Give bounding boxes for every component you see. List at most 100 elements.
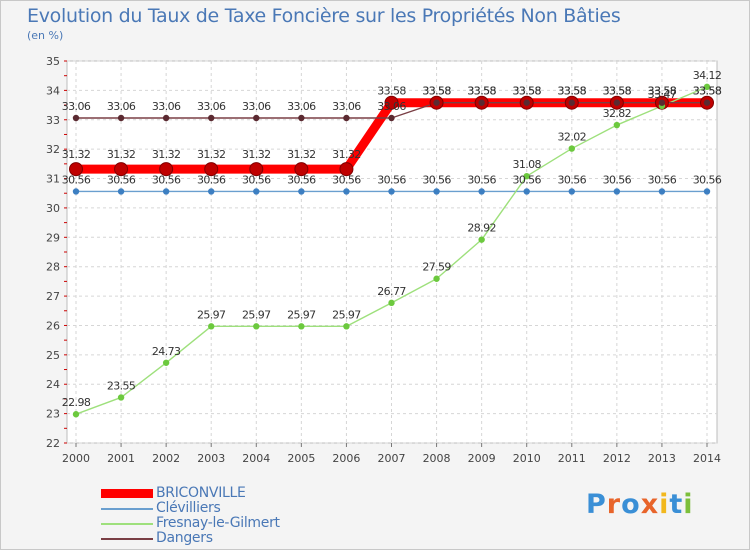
chart-title: Evolution du Taux de Taxe Foncière sur l…	[27, 5, 621, 27]
data-label: 28.92	[467, 222, 496, 235]
data-point	[253, 323, 260, 330]
data-label: 32.82	[603, 107, 632, 120]
legend-swatch	[101, 489, 153, 498]
data-label: 31.32	[242, 148, 271, 161]
data-label: 33.06	[107, 100, 136, 113]
data-label: 30.56	[512, 173, 541, 186]
data-point	[384, 95, 399, 110]
x-tick-label: 2001	[107, 452, 135, 465]
data-label: 33.06	[332, 100, 361, 113]
legend-label: Dangers	[156, 530, 213, 546]
data-point	[253, 188, 260, 195]
data-label: 30.56	[422, 173, 451, 186]
data-point	[208, 114, 215, 122]
data-point	[204, 162, 219, 177]
data-label: 26.77	[377, 285, 406, 298]
data-point	[568, 188, 575, 195]
data-label: 33.58	[512, 85, 541, 98]
data-label: 33.58	[512, 85, 541, 98]
y-tick-label: 29	[46, 231, 60, 244]
x-tick-label: 2005	[287, 452, 315, 465]
data-label: 33.58	[558, 85, 587, 98]
data-point	[703, 83, 711, 91]
data-label: 30.56	[287, 173, 316, 186]
logo-letter: o	[621, 489, 641, 520]
data-point	[339, 162, 354, 177]
data-label: 33.58	[422, 85, 451, 98]
y-tick-label: 35	[46, 55, 60, 68]
legend-swatch	[101, 538, 153, 540]
data-point	[253, 114, 260, 122]
data-point	[523, 188, 530, 195]
y-tick-label: 32	[46, 143, 60, 156]
data-label: 30.56	[152, 173, 181, 186]
data-label: 30.56	[197, 173, 226, 186]
data-label: 33.06	[242, 100, 271, 113]
data-label: 30.56	[242, 173, 271, 186]
data-point	[162, 359, 170, 366]
data-label: 33.06	[62, 100, 91, 113]
y-tick-label: 28	[46, 261, 60, 274]
y-tick-label: 23	[46, 408, 60, 421]
data-label: 30.56	[558, 173, 587, 186]
y-tick-label: 31	[46, 173, 60, 186]
data-label: 33.58	[558, 85, 587, 98]
data-label: 30.56	[107, 173, 136, 186]
x-tick-label: 2010	[513, 452, 541, 465]
x-tick-label: 2007	[378, 452, 406, 465]
data-label: 31.32	[62, 148, 91, 161]
x-tick-label: 2009	[468, 452, 496, 465]
data-point	[343, 188, 350, 195]
legend-swatch	[101, 508, 153, 510]
data-point	[249, 162, 264, 177]
data-point	[433, 99, 440, 106]
data-label: 33.58	[422, 85, 451, 98]
data-label: 31.32	[287, 148, 316, 161]
data-point	[613, 188, 621, 195]
x-tick-label: 2013	[648, 452, 676, 465]
data-label: 33.06	[197, 100, 226, 113]
y-tick-label: 24	[46, 378, 60, 391]
legend-swatch	[101, 523, 153, 525]
x-tick-label: 2002	[152, 452, 180, 465]
data-point	[478, 99, 485, 106]
data-point	[703, 99, 711, 106]
data-point	[72, 411, 80, 418]
y-tick-label: 34	[46, 84, 60, 97]
unit-label: (en %)	[27, 29, 64, 42]
data-point	[72, 114, 80, 122]
data-point	[117, 114, 125, 122]
data-point	[117, 188, 125, 195]
y-tick-label: 27	[46, 290, 60, 303]
data-label: 25.97	[197, 308, 226, 321]
data-point	[159, 162, 174, 177]
data-label: 33.58	[693, 85, 722, 98]
data-label: 32.02	[558, 131, 587, 144]
data-label: 22.98	[62, 396, 91, 409]
data-label: 31.32	[332, 148, 361, 161]
data-point	[72, 188, 80, 195]
data-point	[568, 99, 575, 106]
legend-label: Fresnay-le-Gilmert	[156, 515, 280, 531]
data-label: 23.55	[107, 379, 136, 392]
data-label: 30.56	[377, 173, 406, 186]
data-label: 33.58	[648, 85, 677, 98]
data-point	[117, 394, 125, 401]
data-point	[343, 114, 350, 122]
y-tick-label: 22	[46, 437, 60, 450]
x-tick-label: 2011	[558, 452, 586, 465]
legend-label: BRICONVILLE	[156, 485, 246, 501]
data-label: 30.56	[648, 173, 677, 186]
data-label: 31.32	[197, 148, 226, 161]
x-tick-label: 2014	[693, 452, 721, 465]
data-label: 25.97	[332, 308, 361, 321]
data-point	[298, 188, 305, 195]
data-point	[433, 275, 440, 282]
x-tick-label: 2003	[197, 452, 225, 465]
data-label: 33.06	[152, 100, 181, 113]
data-label: 33.58	[467, 85, 496, 98]
data-point	[114, 162, 129, 177]
data-point	[69, 162, 83, 177]
